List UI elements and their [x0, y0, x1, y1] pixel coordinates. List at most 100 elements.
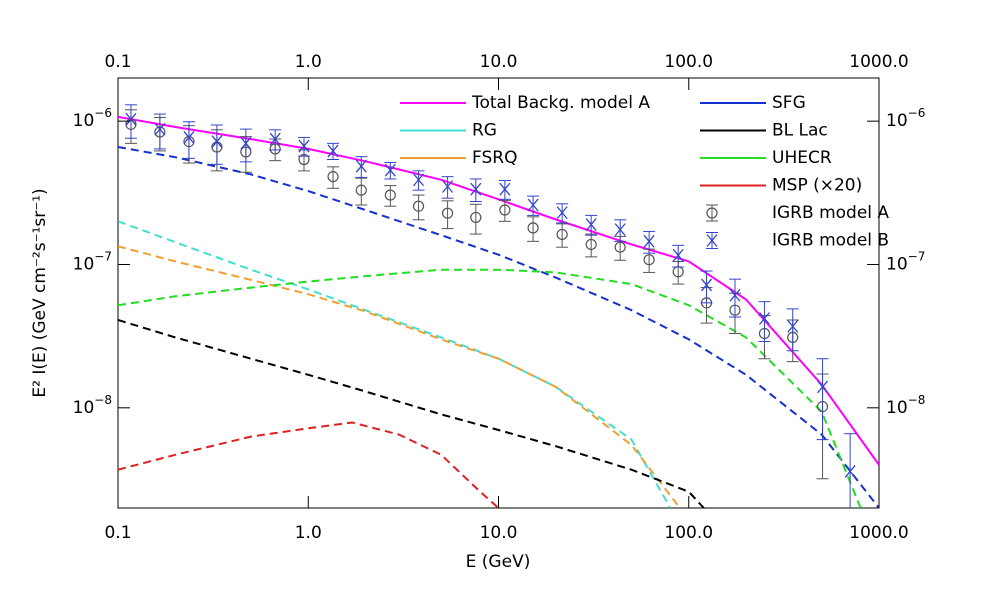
data-point	[706, 204, 718, 222]
legend-label: FSRQ	[472, 148, 517, 168]
data-point	[412, 194, 425, 221]
x-tick-label-top: 10.0	[480, 52, 518, 72]
y-axis-label: E² I(E) (GeV cm⁻²s⁻¹sr⁻¹)	[30, 188, 50, 397]
point	[556, 206, 568, 220]
point	[643, 234, 655, 248]
data-point	[672, 244, 685, 268]
data-point	[239, 128, 252, 163]
legend-label: MSP (×20)	[772, 176, 862, 196]
point	[240, 136, 252, 150]
point	[384, 163, 396, 177]
data-point	[124, 104, 137, 139]
point	[154, 122, 166, 136]
data-point	[210, 124, 223, 165]
tick-exponent: −7	[94, 249, 112, 263]
tick-base: 10	[886, 254, 908, 274]
data-point	[527, 195, 540, 216]
point	[585, 238, 597, 251]
data-point	[298, 136, 311, 157]
legend-label: IGRB model B	[772, 231, 889, 251]
plot-frame	[117, 77, 880, 509]
data-point	[153, 113, 166, 150]
tick-base: 10	[73, 254, 95, 274]
data-point	[643, 230, 656, 254]
point	[470, 182, 482, 196]
point	[614, 223, 626, 237]
x-tick-label-top: 1.0	[295, 52, 322, 72]
legend-marker	[706, 234, 718, 247]
tick-exponent: −8	[908, 392, 926, 406]
data-point	[585, 233, 598, 258]
curve	[118, 268, 862, 508]
data-point	[469, 203, 482, 235]
x-tick-label-top: 1000.0	[849, 52, 908, 72]
data-point	[182, 121, 195, 159]
data-point	[327, 142, 340, 161]
x-tick-label: 10.0	[480, 523, 518, 543]
data-point	[700, 270, 713, 304]
y-tick-label: 10−7	[73, 249, 112, 275]
point	[527, 198, 539, 212]
data-point	[758, 301, 771, 343]
point	[269, 132, 281, 146]
point	[355, 159, 367, 173]
x-tick-label-top: 0.1	[104, 52, 131, 72]
point	[585, 218, 597, 231]
curve	[118, 146, 879, 508]
legend-label: BL Lac	[772, 121, 828, 141]
x-tick-label: 0.1	[104, 523, 131, 543]
x-tick-label: 1000.0	[849, 523, 908, 543]
tick-exponent: −7	[908, 249, 926, 263]
data-point	[728, 278, 741, 318]
legend-label: SFG	[772, 93, 806, 113]
y-tick-label-right: 10−6	[886, 106, 925, 132]
point	[701, 278, 713, 292]
data-point	[384, 185, 397, 207]
point	[817, 380, 829, 394]
point	[211, 135, 223, 149]
data-point	[786, 308, 799, 352]
point	[327, 144, 339, 158]
data-point	[384, 161, 397, 180]
curve	[118, 421, 500, 508]
y-tick-label: 10−8	[73, 392, 112, 418]
point	[556, 228, 568, 241]
curve	[118, 115, 879, 466]
curve	[118, 245, 681, 508]
x-tick-label: 1.0	[295, 523, 322, 543]
data-point	[498, 180, 511, 200]
data-point	[816, 358, 829, 441]
data-point	[556, 203, 569, 224]
legend-label: UHECR	[772, 148, 832, 168]
point	[384, 189, 396, 201]
data-point	[269, 129, 282, 151]
data-point	[412, 170, 425, 191]
point	[442, 180, 454, 193]
data-point	[355, 177, 368, 206]
point	[758, 312, 770, 325]
data-point	[844, 433, 857, 508]
data-point	[441, 176, 454, 199]
tick-exponent: −6	[94, 106, 112, 120]
x-tick-label-top: 100.0	[664, 52, 713, 72]
tick-exponent: −6	[908, 106, 926, 120]
point	[441, 207, 454, 219]
point	[298, 139, 310, 153]
data-point	[469, 178, 482, 203]
point	[672, 248, 684, 262]
tick-base: 10	[886, 111, 908, 131]
point	[787, 319, 799, 333]
tick-exponent: −8	[94, 392, 112, 406]
legend-label: RG	[472, 121, 497, 141]
point	[470, 211, 482, 224]
plot-area	[118, 104, 879, 508]
curve	[118, 220, 672, 508]
data-point	[614, 219, 627, 242]
data-point	[585, 214, 598, 236]
data-point	[706, 232, 718, 249]
point	[413, 173, 425, 187]
legend-marker	[706, 207, 718, 219]
data-point	[556, 223, 569, 248]
data-point	[355, 156, 368, 178]
